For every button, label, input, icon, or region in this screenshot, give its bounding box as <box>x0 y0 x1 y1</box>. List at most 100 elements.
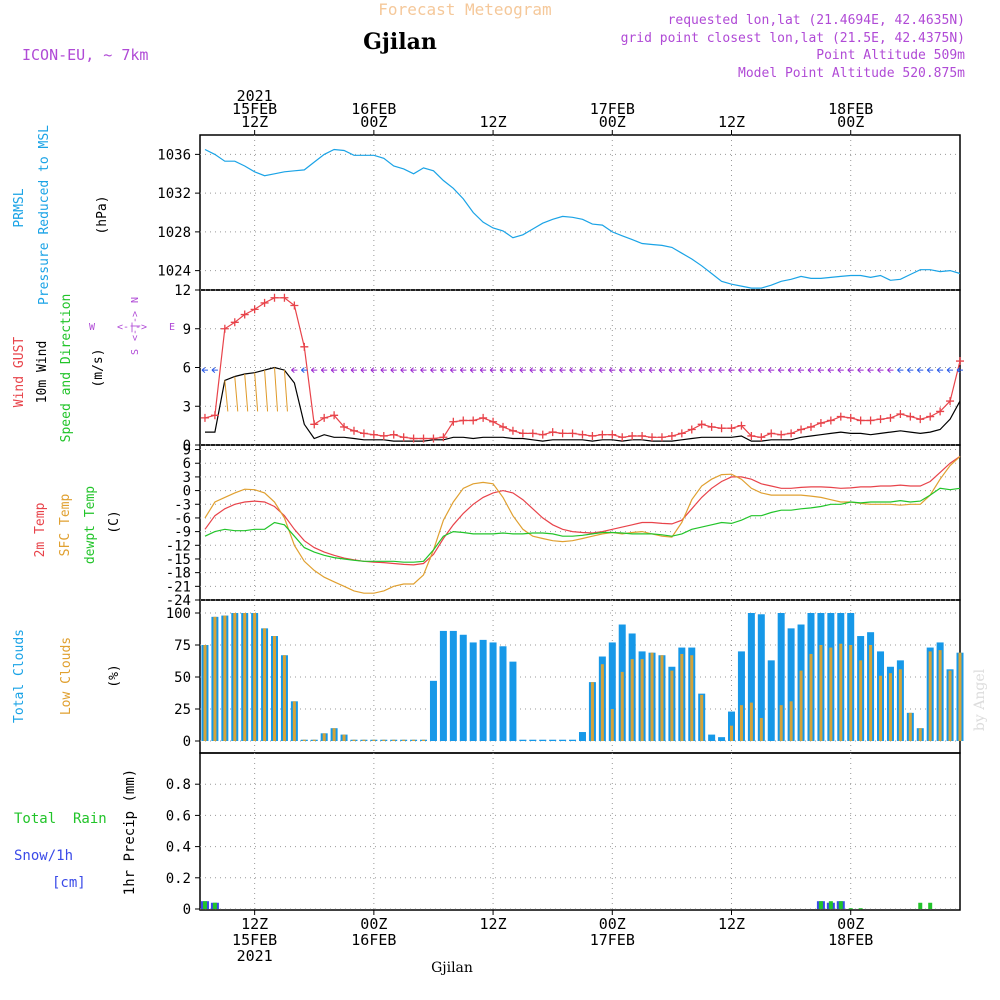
location-title: Gjilan <box>363 29 437 55</box>
wind-gust-marker <box>687 425 696 434</box>
wind-gust-marker <box>886 413 895 422</box>
rain-bar <box>818 901 823 909</box>
wind-gust-marker <box>220 324 229 333</box>
y-tick-label: 100 <box>166 606 191 622</box>
wind-direction-arrow <box>827 367 834 373</box>
top-time-label: 12Z <box>480 113 507 131</box>
wind-direction-arrow <box>857 367 864 373</box>
pressure-unit: (hPa) <box>95 195 110 234</box>
wind-direction-arrow <box>529 367 536 373</box>
top-time-label: 00Z <box>360 113 387 131</box>
wind-gust-marker <box>926 412 935 421</box>
wind-direction-arrow <box>360 367 367 373</box>
wind-direction-arrow <box>390 367 397 373</box>
pressure-panel <box>204 148 961 289</box>
wind-gust-marker <box>449 417 458 426</box>
low-cloud-bar <box>829 647 833 741</box>
footer-location: Gjilan <box>431 960 473 976</box>
wind-gust-marker <box>369 430 378 439</box>
wind-gust-marker <box>667 431 676 440</box>
wind-gust-marker <box>558 429 567 438</box>
wind-gust-marker <box>280 293 289 302</box>
low-cloud-bar <box>640 659 644 741</box>
top-time-label: 00Z <box>837 113 864 131</box>
total-cloud-bar <box>539 739 547 741</box>
wind-speed-line <box>205 366 961 442</box>
temp-label-1: 2m Temp <box>33 502 48 557</box>
wind-gust-marker <box>429 434 438 443</box>
bottom-time-label: 12Z <box>718 915 745 933</box>
low-cloud-bar <box>292 701 296 741</box>
y-tick-label: 6 <box>183 361 191 377</box>
wind-gust-marker <box>826 416 835 425</box>
low-cloud-bar <box>859 660 863 741</box>
y-tick-label: 0.4 <box>166 840 191 856</box>
wind-gust-marker <box>479 413 488 422</box>
y-tick-label: 50 <box>174 670 191 686</box>
wind-direction-arrow <box>946 367 954 373</box>
wind-direction-arrow <box>777 367 785 373</box>
wind-direction-arrow <box>807 367 814 373</box>
wind-direction-arrow <box>579 367 586 373</box>
total-cloud-bar <box>459 634 467 741</box>
compass-vertical: <-|-> <box>130 311 141 341</box>
low-cloud-bar <box>670 670 674 741</box>
temp-2m-line <box>204 455 961 566</box>
wind-gust-marker <box>737 421 746 430</box>
compass-horizontal: <-|-> <box>117 322 147 333</box>
low-cloud-bar <box>382 739 386 741</box>
wind-direction-arrow <box>718 367 725 373</box>
low-cloud-bar <box>650 652 654 741</box>
wind-direction-arrow <box>410 367 417 373</box>
wind-direction-arrow <box>224 380 229 412</box>
wind-gust-marker <box>240 310 249 319</box>
wind-gust-marker <box>419 434 428 443</box>
top-time-label: 18FEB <box>828 100 873 118</box>
low-cloud-bar <box>819 645 823 741</box>
low-cloud-bar <box>600 664 604 741</box>
low-cloud-bar <box>203 645 207 741</box>
wind-gust-marker <box>578 430 587 439</box>
bottom-time-label: 00Z <box>837 915 864 933</box>
y-tick-label: -15 <box>166 552 191 568</box>
wind-direction-arrow <box>420 367 427 373</box>
low-cloud-bar <box>869 645 873 741</box>
rain-bar <box>202 901 207 909</box>
low-cloud-bar <box>610 709 614 741</box>
wind-gust-marker <box>598 430 607 439</box>
total-cloud-bar <box>519 739 527 741</box>
total-cloud-bar <box>429 680 437 741</box>
requested-point: requested lon,lat (21.4694E, 42.4635N) <box>668 13 965 28</box>
wind-direction-arrow <box>201 367 208 373</box>
wind-gust-marker <box>648 433 657 442</box>
temperature-panel <box>204 455 961 594</box>
wind-direction-arrow <box>509 367 516 373</box>
low-cloud-bar <box>362 739 366 741</box>
wind-direction-arrow <box>728 367 735 373</box>
compass-east: E <box>169 322 175 333</box>
wind-gust-marker <box>707 422 716 431</box>
wind-direction-arrow <box>440 367 447 373</box>
wind-direction-arrow <box>234 376 239 412</box>
wind-direction-arrow <box>936 367 944 373</box>
wind-direction-arrow <box>211 367 218 373</box>
wind-gust-marker <box>399 433 408 442</box>
total-cloud-bar <box>549 739 557 741</box>
wind-gust-marker <box>806 422 815 431</box>
low-cloud-bar <box>233 613 237 741</box>
wind-gust-marker <box>628 431 637 440</box>
wind-gust-marker <box>439 433 448 442</box>
rain-bar <box>928 902 933 909</box>
wind-direction-arrow <box>817 367 824 373</box>
wind-direction-arrow <box>291 367 298 373</box>
low-cloud-bar <box>799 670 803 741</box>
y-tick-label: -12 <box>166 538 191 554</box>
total-cloud-bar <box>708 734 716 741</box>
wind-direction-arrow <box>847 367 854 373</box>
bottom-time-label: 17FEB <box>590 931 635 949</box>
wind-direction-arrow <box>330 367 338 373</box>
wind-gust-marker <box>379 431 388 440</box>
clouds-unit: (%) <box>107 664 122 687</box>
low-cloud-bar <box>213 616 217 741</box>
